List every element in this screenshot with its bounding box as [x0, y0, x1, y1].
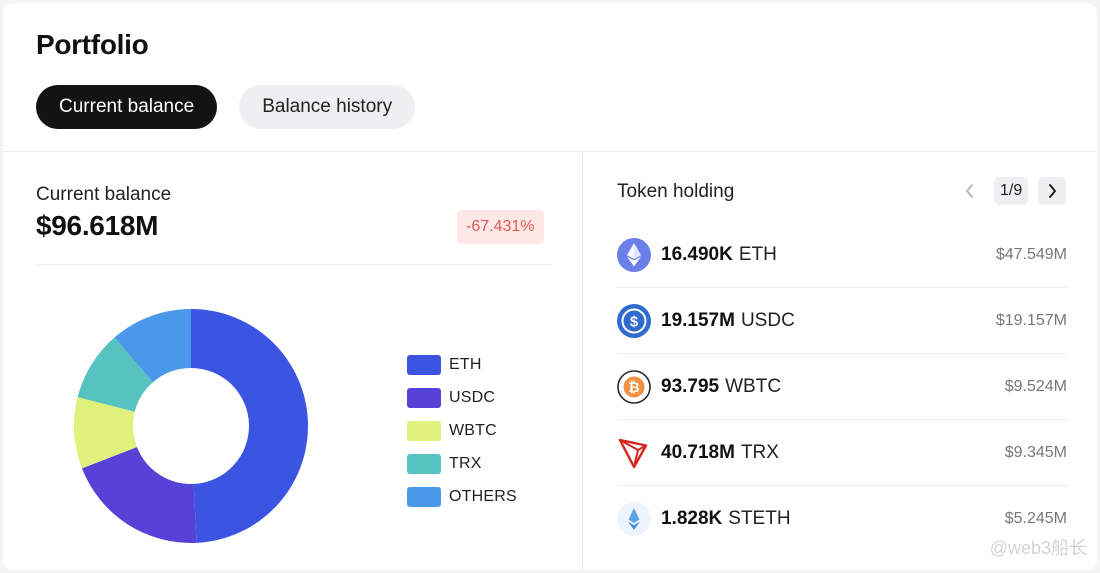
svg-text:₿: ₿ [628, 379, 639, 395]
token-holding-panel: Token holding 1/9 16.490K ETH $4 [583, 152, 1097, 570]
legend-swatch [407, 420, 441, 441]
change-badge: -67.431% [457, 210, 544, 244]
chevron-left-icon[interactable] [956, 177, 984, 205]
legend-item-wbtc: WBTC [407, 414, 517, 447]
token-symbol: ETH [738, 243, 777, 265]
eth-icon [617, 237, 651, 272]
legend-swatch [407, 453, 441, 474]
svg-text:$: $ [630, 313, 639, 330]
token-value: $9.345M [1004, 443, 1067, 461]
chevron-right-icon[interactable] [1038, 177, 1067, 205]
legend-label: ETH [449, 355, 482, 373]
token-row-trx[interactable]: 40.718M TRX $9.345M [617, 420, 1067, 486]
donut-slice-eth[interactable] [191, 309, 308, 543]
token-value: $5.245M [1004, 510, 1067, 527]
token-row-usdc[interactable]: $ 19.157M USDC $19.157M [617, 288, 1067, 354]
tab-balance-history[interactable]: Balance history [239, 85, 416, 129]
token-amount: 40.718M [661, 441, 735, 463]
legend-item-trx: TRX [407, 447, 517, 480]
steth-icon [617, 502, 651, 536]
watermark-text: @web3船长 [989, 538, 1087, 558]
page-indicator: 1/9 [994, 177, 1029, 205]
wbtc-icon: ₿ [617, 369, 651, 404]
token-list: 16.490K ETH $47.549M $ 19.157M USDC $19.… [617, 222, 1067, 552]
token-amount: 93.795 [661, 375, 720, 397]
chart-legend: ETH USDC WBTC TRX OTHERS [407, 348, 517, 513]
token-amount: 1.828K [661, 508, 723, 529]
legend-item-eth: ETH [407, 348, 517, 381]
usdc-icon: $ [617, 303, 651, 338]
legend-label: TRX [449, 454, 482, 472]
tab-bar: Current balance Balance history [36, 85, 416, 129]
balance-divider [36, 264, 551, 265]
watermark: @web3船长 [990, 534, 1087, 560]
token-symbol: STETH [728, 508, 791, 529]
trx-icon [618, 438, 648, 468]
donut-slice-trx[interactable] [77, 337, 154, 412]
donut-slice-others[interactable] [114, 309, 191, 383]
donut-slice-wbtc[interactable] [74, 397, 137, 469]
token-value: $19.157M [995, 311, 1067, 329]
legend-label: OTHERS [449, 487, 517, 505]
legend-swatch [407, 486, 441, 507]
token-row-eth[interactable]: 16.490K ETH $47.549M [617, 222, 1067, 288]
token-holding-title: Token holding [617, 181, 735, 202]
allocation-donut-chart [74, 309, 308, 543]
token-amount: 19.157M [661, 309, 735, 331]
legend-label: WBTC [449, 421, 497, 439]
balance-value: $96.618M [36, 210, 159, 241]
token-row-steth[interactable]: 1.828K STETH $5.245M [617, 486, 1067, 552]
legend-label: USDC [449, 388, 496, 406]
token-amount: 16.490K [661, 243, 733, 265]
token-value: $9.524M [1004, 377, 1067, 395]
legend-swatch [407, 387, 441, 408]
token-symbol: TRX [740, 441, 779, 463]
header-divider [3, 151, 1097, 152]
legend-swatch [407, 354, 441, 375]
token-symbol: WBTC [725, 375, 782, 397]
donut-slice-usdc[interactable] [81, 447, 197, 543]
legend-item-usdc: USDC [407, 381, 517, 414]
portfolio-card: Portfolio Current balance Balance histor… [3, 3, 1097, 570]
token-row-wbtc[interactable]: ₿ 93.795 WBTC $9.524M [617, 354, 1067, 420]
pagination: 1/9 [956, 177, 1067, 205]
token-value: $47.549M [995, 245, 1067, 263]
panel-divider [582, 152, 583, 570]
tab-current-balance[interactable]: Current balance [36, 85, 218, 129]
legend-item-others: OTHERS [407, 480, 517, 513]
page-title: Portfolio [36, 29, 149, 60]
token-symbol: USDC [740, 309, 795, 331]
balance-label: Current balance [36, 184, 172, 205]
balance-panel: Current balance $96.618M -67.431% ETH US… [3, 152, 582, 570]
